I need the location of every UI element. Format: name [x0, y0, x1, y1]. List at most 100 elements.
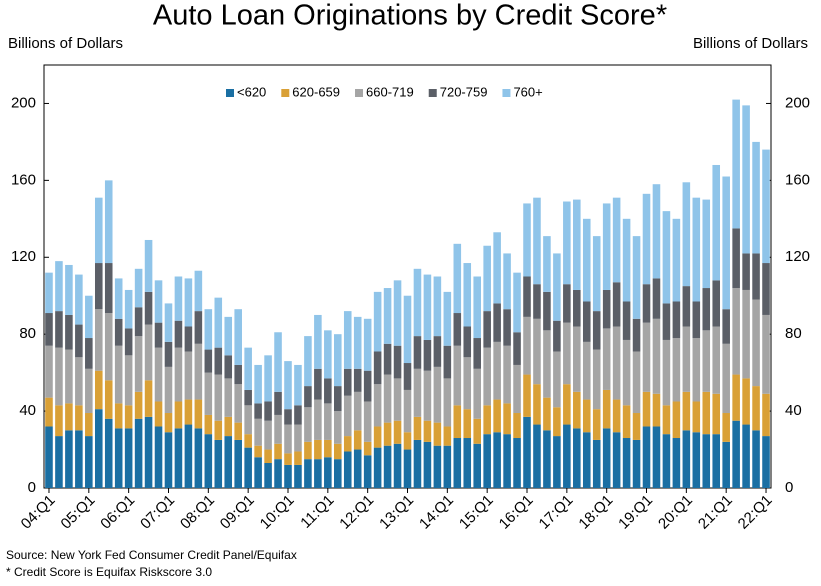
bar-segment	[294, 424, 302, 452]
bar-segment	[702, 391, 711, 435]
bar-segment	[294, 364, 302, 406]
bar-segment	[563, 322, 571, 385]
bar-segment	[144, 291, 153, 325]
x-tick-label: 15:Q1	[456, 492, 497, 533]
bar-segment	[642, 391, 651, 427]
x-tick-label: 11:Q1	[297, 492, 337, 532]
bar-segment	[144, 324, 153, 381]
bar-segment	[204, 372, 213, 415]
bar-segment	[45, 397, 53, 427]
bar-segment	[612, 197, 621, 283]
legend-label: 720-759	[440, 84, 488, 99]
bar-segment	[284, 424, 292, 454]
bar-segment	[314, 439, 322, 460]
bar-segment	[214, 439, 223, 488]
bar-segment	[234, 309, 242, 365]
bar-segment	[284, 464, 292, 488]
bar-segment	[234, 364, 242, 385]
bar-segment	[144, 380, 153, 417]
bar-segment	[154, 401, 163, 427]
bar-segment	[582, 432, 591, 488]
bar-segment	[124, 328, 133, 356]
bar-segment	[353, 430, 362, 450]
bar-segment	[602, 428, 611, 488]
y-tick-label: 40	[19, 402, 36, 419]
bar-segment	[144, 416, 153, 488]
bar-segment	[483, 245, 491, 312]
bar-segment	[573, 289, 581, 327]
bar-segment	[533, 284, 541, 319]
bar-segment	[393, 378, 402, 421]
bar-segment	[45, 313, 53, 346]
bar-segment	[65, 349, 73, 404]
bar-segment	[224, 436, 233, 488]
bar-segment	[632, 413, 641, 440]
legend-label: 620-659	[292, 84, 340, 99]
bar-segment	[104, 380, 113, 419]
bar-segment	[254, 445, 262, 458]
bar-segment	[134, 336, 143, 392]
bar-segment	[682, 430, 691, 488]
bar-segment	[134, 268, 143, 308]
y2-tick-label: 120	[785, 248, 810, 265]
bar-segment	[702, 199, 711, 289]
bar-segment	[65, 430, 73, 488]
y2-tick-label: 80	[785, 325, 802, 342]
bar-segment	[393, 443, 402, 488]
bar-segment	[423, 420, 432, 442]
x-tick-label: 16:Q1	[496, 492, 537, 533]
bar-segment	[304, 441, 312, 460]
bar-segment	[632, 318, 641, 352]
bar-segment	[214, 347, 223, 375]
bar-segment	[144, 239, 153, 292]
bar-segment	[752, 253, 760, 300]
bar-segment	[304, 386, 312, 408]
bar-segment	[204, 414, 213, 435]
footnote: * Credit Score is Equifax Riskscore 3.0	[6, 565, 212, 579]
bar-segment	[274, 459, 282, 488]
x-tick-label: 05:Q1	[58, 492, 99, 533]
bar-segment	[662, 339, 671, 406]
bar-segment	[324, 403, 332, 440]
bar-segment	[304, 407, 312, 442]
bar-segment	[353, 368, 362, 392]
bar-segment	[622, 405, 631, 439]
bar-segment	[642, 426, 651, 488]
bar-segment	[304, 336, 312, 387]
bar-segment	[543, 330, 551, 398]
y-tick-label: 120	[11, 248, 36, 265]
bar-segment	[254, 403, 262, 419]
bar-segment	[642, 193, 651, 285]
bar-segment	[104, 180, 113, 264]
bar-segment	[343, 368, 352, 396]
bar-segment	[154, 426, 163, 488]
chart-title: Auto Loan Originations by Credit Score*	[153, 0, 667, 32]
bar-segment	[742, 253, 750, 290]
bar-segment	[533, 424, 541, 488]
bar-segment	[363, 441, 372, 456]
bar-segment	[732, 228, 740, 289]
y2-tick-label: 160	[785, 171, 810, 188]
bar-segment	[682, 286, 691, 327]
x-tick-label: 04:Q1	[18, 492, 59, 533]
bar-segment	[652, 278, 661, 319]
bar-segment	[264, 463, 272, 488]
bar-segment	[174, 320, 183, 348]
bar-segment	[453, 345, 462, 406]
bar-segment	[503, 253, 511, 310]
bar-segment	[75, 324, 83, 358]
bar-segment	[523, 203, 531, 277]
bar-segment	[722, 441, 730, 488]
bar-segment	[75, 430, 83, 488]
bar-segment	[612, 432, 621, 488]
bar-segment	[224, 355, 233, 379]
y-tick-label: 0	[28, 479, 36, 496]
bar-segment	[712, 280, 721, 327]
bar-segment	[55, 405, 63, 437]
bar-segment	[573, 391, 581, 429]
bar-segment	[314, 459, 322, 488]
bar-segment	[284, 453, 292, 465]
bar-segment	[55, 347, 63, 406]
bar-segment	[433, 366, 442, 423]
